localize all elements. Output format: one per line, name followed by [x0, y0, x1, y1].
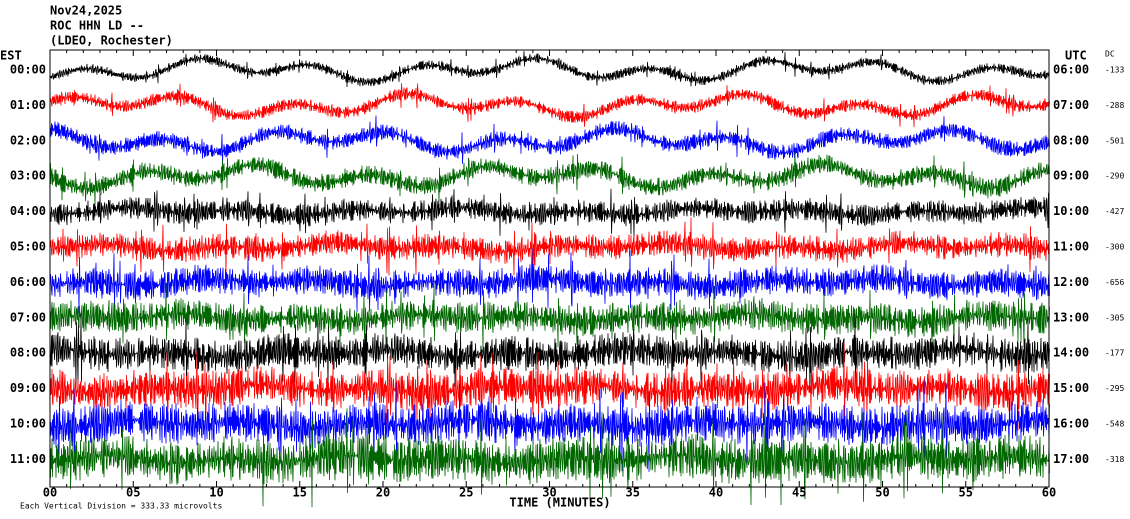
- trace: [49, 188, 1050, 238]
- x-tick-label: 40: [709, 486, 723, 500]
- trace: [49, 379, 1050, 472]
- utc-label: 13:00: [1053, 310, 1089, 324]
- header-line: (LDEO, Rochester): [50, 34, 173, 48]
- est-label: 11:00: [10, 452, 46, 466]
- est-label: 05:00: [10, 240, 46, 254]
- est-label: 00:00: [10, 63, 46, 77]
- x-axis-title: TIME (MINUTES): [509, 496, 610, 510]
- trace: [49, 282, 1050, 353]
- utc-label: 15:00: [1053, 381, 1089, 395]
- est-label: 10:00: [10, 417, 46, 431]
- utc-title: UTC: [1065, 49, 1087, 63]
- trace: [49, 408, 1050, 508]
- x-tick-label: 60: [1042, 486, 1056, 500]
- dc-value: -501: [1105, 136, 1124, 145]
- dc-value: -300: [1105, 243, 1124, 252]
- utc-label: 11:00: [1053, 240, 1089, 254]
- utc-label: 16:00: [1053, 417, 1089, 431]
- trace: [49, 217, 1050, 276]
- est-label: 09:00: [10, 381, 46, 395]
- utc-label: 14:00: [1053, 346, 1089, 360]
- x-tick-label: 15: [293, 486, 307, 500]
- utc-label: 09:00: [1053, 169, 1089, 183]
- x-tick-label: 50: [875, 486, 889, 500]
- trace: [49, 312, 1050, 393]
- est-label: 02:00: [10, 133, 46, 147]
- dc-value: -177: [1105, 349, 1124, 358]
- x-tick-label: 20: [376, 486, 390, 500]
- utc-label: 17:00: [1053, 452, 1089, 466]
- trace: [49, 248, 1050, 314]
- utc-label: 12:00: [1053, 275, 1089, 289]
- utc-label: 08:00: [1053, 133, 1089, 147]
- est-label: 08:00: [10, 346, 46, 360]
- utc-label: 07:00: [1053, 98, 1089, 112]
- x-tick-label: 10: [209, 486, 223, 500]
- est-label: 06:00: [10, 275, 46, 289]
- est-title: EST: [0, 49, 22, 63]
- x-tick-label: 05: [126, 486, 140, 500]
- trace: [49, 115, 1050, 165]
- utc-label: 06:00: [1053, 63, 1089, 77]
- dc-value: -288: [1105, 101, 1124, 110]
- dc-value: -318: [1105, 455, 1124, 464]
- trace: [49, 342, 1050, 431]
- dc-title: DC: [1105, 50, 1115, 59]
- header-line: Nov24,2025: [50, 4, 122, 18]
- trace: [49, 51, 1050, 88]
- x-tick-label: 30: [542, 486, 556, 500]
- traces: [49, 51, 1050, 508]
- x-tick-label: 35: [626, 486, 640, 500]
- utc-label: 10:00: [1053, 204, 1089, 218]
- dc-value: -290: [1105, 172, 1124, 181]
- est-label: 03:00: [10, 169, 46, 183]
- x-tick-label: 45: [792, 486, 806, 500]
- header-line: ROC HHN LD --: [50, 19, 144, 33]
- dc-value: -295: [1105, 384, 1124, 393]
- footer: Each Vertical Division = 333.33 microvol…: [20, 502, 222, 511]
- x-tick-label: 25: [459, 486, 473, 500]
- est-label: 07:00: [10, 310, 46, 324]
- trace: [49, 151, 1050, 207]
- est-label: 01:00: [10, 98, 46, 112]
- x-tick-label: 00: [43, 486, 57, 500]
- dc-value: -656: [1105, 278, 1124, 287]
- dc-value: -133: [1105, 66, 1124, 75]
- dc-value: -305: [1105, 313, 1124, 322]
- x-tick-label: 55: [959, 486, 973, 500]
- trace: [49, 83, 1050, 128]
- dc-value: -427: [1105, 207, 1124, 216]
- est-label: 04:00: [10, 204, 46, 218]
- dc-value: -548: [1105, 420, 1124, 429]
